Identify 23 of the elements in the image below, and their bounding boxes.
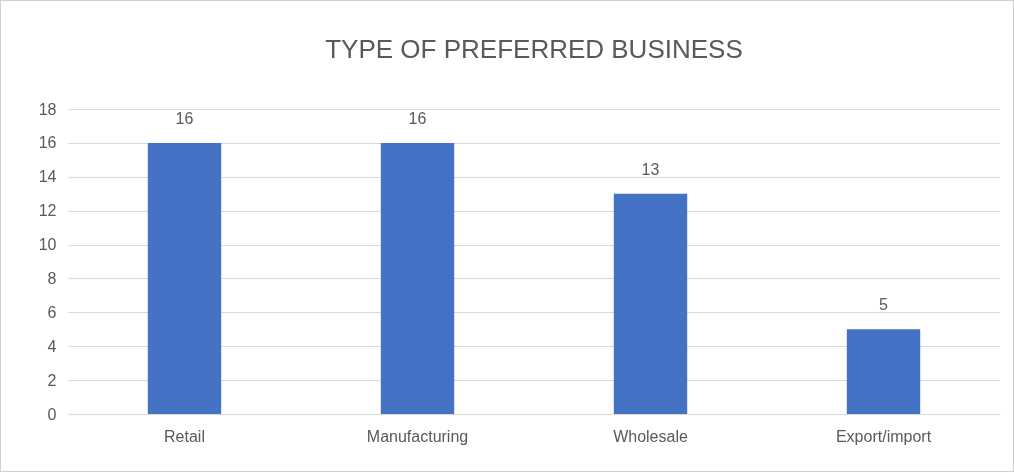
- chart-title: TYPE OF PREFERRED BUSINESS: [325, 34, 743, 64]
- x-tick-label: Export/import: [835, 427, 932, 445]
- data-label: 5: [879, 296, 889, 314]
- y-tick-label: 14: [38, 168, 57, 186]
- y-tick-label: 2: [47, 371, 57, 389]
- y-tick-label: 10: [38, 236, 57, 254]
- y-tick-label: 6: [47, 303, 57, 321]
- y-tick-label: 16: [38, 134, 57, 152]
- x-tick-label: Manufacturing: [366, 427, 469, 445]
- x-tick-label: Retail: [164, 427, 205, 445]
- bar: [147, 142, 222, 414]
- y-tick-label: 0: [47, 405, 57, 423]
- y-tick-label: 8: [47, 269, 57, 287]
- bar: [380, 142, 455, 414]
- y-tick-label: 4: [47, 337, 57, 355]
- data-label: 16: [175, 109, 194, 127]
- x-tick-label: Wholesale: [613, 427, 688, 445]
- bar: [846, 329, 921, 414]
- bar: [613, 193, 688, 414]
- data-label: 13: [641, 160, 660, 178]
- y-tick-label: 18: [38, 100, 57, 118]
- data-label: 16: [408, 109, 427, 127]
- y-tick-label: 12: [38, 202, 57, 220]
